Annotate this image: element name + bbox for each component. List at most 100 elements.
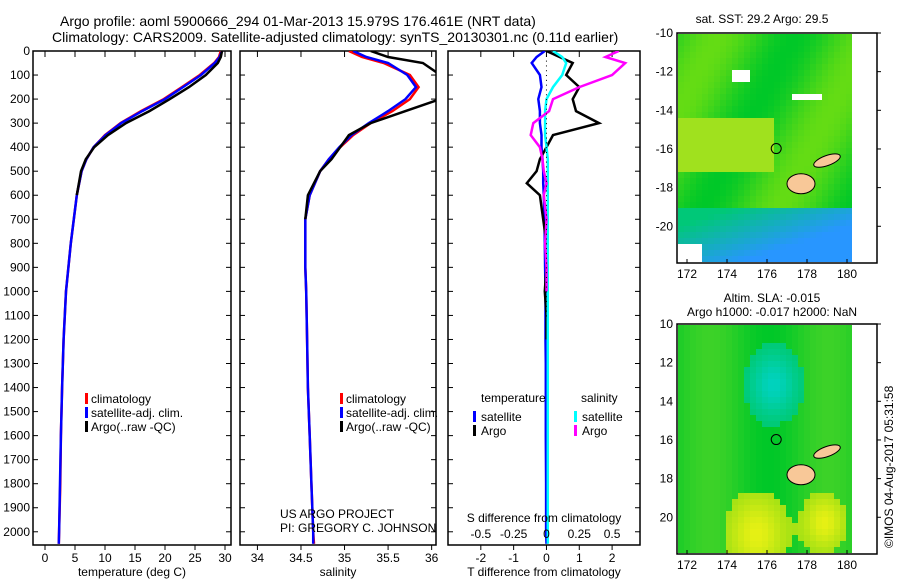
map-cell [792,118,798,124]
map-cell [696,160,702,166]
zero-reference-dot [545,272,547,274]
map-cell [810,202,816,208]
map-cell [792,391,798,397]
map-cell [702,517,708,523]
map-cell [822,46,828,52]
map-cell [744,202,750,208]
map-cell [810,361,816,367]
map-cell [690,493,696,499]
map-cell [762,88,768,94]
map-cell [822,379,828,385]
map-cell [816,70,822,76]
map-cell [780,385,786,391]
map-cell [816,184,822,190]
map-cell [750,52,756,58]
map-cell [780,136,786,142]
map-cell [774,463,780,469]
map-cell [714,238,720,244]
map-cell [810,463,816,469]
legend-label: satellite [481,410,522,424]
map-cell [762,214,768,220]
map-cell [828,40,834,46]
map-cell [696,505,702,511]
map-cell [798,331,804,337]
zero-reference-dot [545,276,547,278]
map-cell [840,46,846,52]
map-cell [714,220,720,226]
map-cell [732,118,738,124]
map-cell [738,106,744,112]
map-cell [756,517,762,523]
map-cell [684,88,690,94]
map-cell [714,250,720,256]
map-cell [690,58,696,64]
map-cell [720,178,726,184]
map-cell [708,517,714,523]
map-cell [792,64,798,70]
map-cell [684,46,690,52]
map-cell [786,136,792,142]
map-cell [792,535,798,541]
map-cell [834,178,840,184]
map-cell [738,118,744,124]
map-cell [762,124,768,130]
map-cell [780,142,786,148]
y-tick-label: -14 [656,103,674,117]
map-cell [840,481,846,487]
map-cell [696,337,702,343]
map-cell [780,70,786,76]
map-cell [738,361,744,367]
map-cell [804,46,810,52]
zero-reference-dot [545,51,547,52]
map-cell [792,487,798,493]
zero-reference-dot [545,238,547,240]
map-cell [762,397,768,403]
map-cell [732,439,738,445]
map-cell [696,82,702,88]
map-cell [804,124,810,130]
map-cell [804,433,810,439]
map-cell [822,373,828,379]
map-cell [846,52,852,58]
map-cell [708,325,714,331]
map-cell [774,190,780,196]
map-cell [780,250,786,256]
map-cell [744,130,750,136]
map-cell [678,433,684,439]
map-cell [804,439,810,445]
map-cell [696,88,702,94]
y-tick-label: 1400 [3,381,30,395]
map-cell [678,172,684,178]
project-annotation: US ARGO PROJECT [280,507,395,521]
map-cell [720,64,726,70]
map-cell [834,511,840,517]
map-cell [846,226,852,232]
map-cell [744,172,750,178]
map-cell [750,361,756,367]
x-tick-label: 36 [425,551,439,565]
map-cell [762,184,768,190]
map-cell [738,535,744,541]
map-cell [822,439,828,445]
map-cell [768,499,774,505]
map-cell [840,82,846,88]
map-cell [810,124,816,130]
map-cell [768,361,774,367]
map-cell [678,208,684,214]
map-cell [726,379,732,385]
map-cell [678,475,684,481]
map-cell [684,343,690,349]
map-cell [804,118,810,124]
map-cell [822,136,828,142]
map-cell [774,337,780,343]
map-cell [762,172,768,178]
map-cell [756,142,762,148]
map-cell [714,232,720,238]
map-cell [678,361,684,367]
map-cell [702,415,708,421]
zero-reference-dot [545,55,547,57]
map-cell [720,148,726,154]
map-cell [726,34,732,40]
map-cell [792,409,798,415]
map-cell [678,547,684,553]
